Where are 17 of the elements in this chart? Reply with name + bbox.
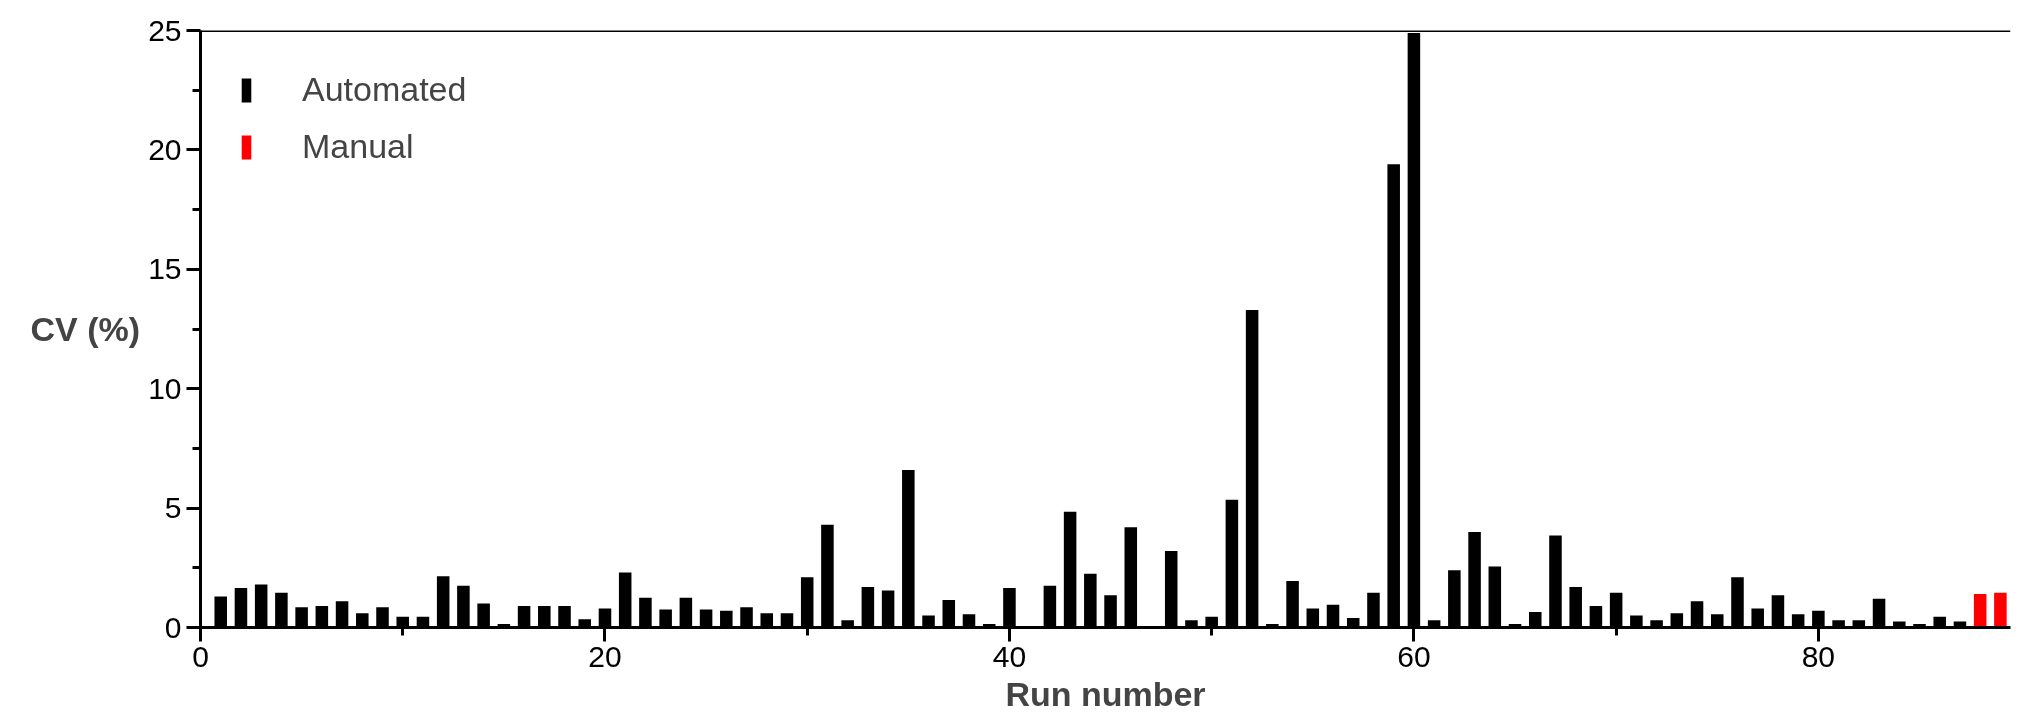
bar — [1973, 594, 1987, 628]
x-tick-label: 60 — [1397, 639, 1431, 673]
bar — [1994, 592, 2007, 628]
y-tick-label: 20 — [148, 132, 182, 166]
x-axis-title: Run number — [1005, 674, 1206, 713]
x-tick-label: 0 — [192, 639, 209, 673]
y-tick-label: 15 — [148, 252, 182, 286]
y-tick-label: 10 — [148, 371, 182, 405]
legend-label: Automated — [302, 70, 467, 109]
y-tick-label: 25 — [148, 13, 182, 47]
y-tick-label: 5 — [164, 491, 182, 525]
x-tick-label: 40 — [992, 639, 1027, 673]
x-tick-label: 20 — [588, 639, 622, 673]
x-tick-label: 80 — [1801, 639, 1836, 673]
legend-label: Manual — [302, 127, 414, 166]
y-axis-title: CV (%) — [30, 310, 141, 348]
y-tick-label: 0 — [164, 610, 182, 644]
